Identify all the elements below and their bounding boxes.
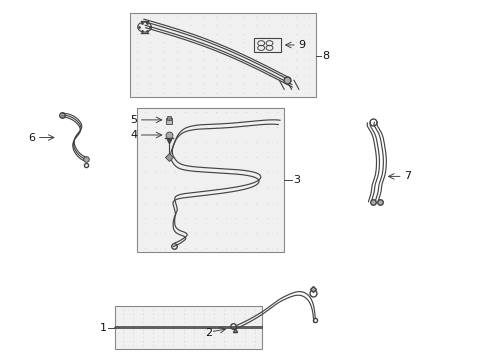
Text: 6: 6 [28, 132, 35, 143]
Text: 5: 5 [130, 115, 137, 125]
Text: 9: 9 [298, 40, 305, 50]
Bar [130, 13, 316, 97]
Text: 7: 7 [404, 171, 412, 181]
Bar [254, 38, 281, 52]
Text: 8: 8 [322, 51, 330, 61]
Text: 1: 1 [100, 323, 107, 333]
Bar [137, 108, 284, 252]
Text: 3: 3 [293, 175, 300, 185]
Text: 2: 2 [205, 328, 212, 338]
Bar [115, 306, 262, 349]
Text: 4: 4 [130, 130, 137, 140]
